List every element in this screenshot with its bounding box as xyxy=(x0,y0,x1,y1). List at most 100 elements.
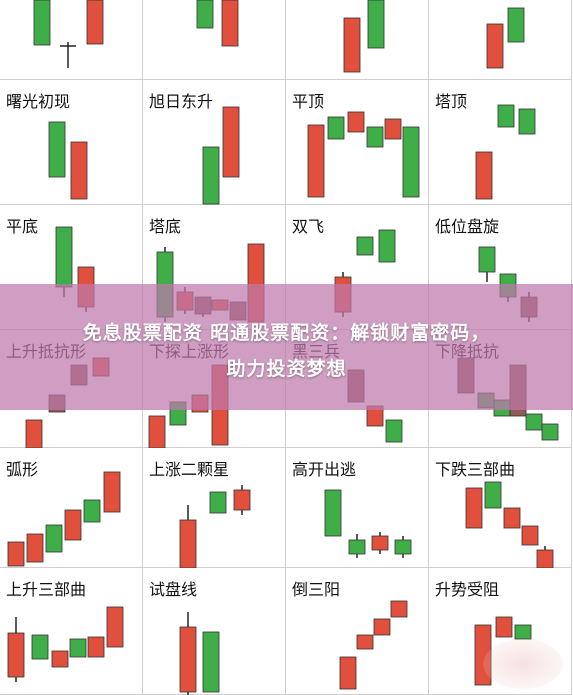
candle-body xyxy=(233,489,251,511)
pattern-cell: 平顶 xyxy=(286,80,429,205)
candle-body xyxy=(367,0,385,49)
candle-body xyxy=(324,489,342,537)
candle-body xyxy=(106,606,124,648)
candle-body xyxy=(196,0,214,29)
candle-body xyxy=(343,17,361,73)
pattern-label: 塔顶 xyxy=(435,92,468,111)
candle-body xyxy=(366,126,384,148)
candle-body xyxy=(55,226,73,288)
candles xyxy=(475,104,536,200)
candles xyxy=(486,7,525,69)
candles xyxy=(196,0,239,47)
candle-body xyxy=(86,0,104,45)
pattern-cell xyxy=(286,0,429,80)
candle-body xyxy=(33,0,51,46)
pattern-cell xyxy=(429,0,572,80)
candle-body xyxy=(394,539,412,555)
pattern-cell: 试盘线 xyxy=(143,568,286,695)
overlay-banner: 免息股票配资 昭通股票配资：解锁财富密码， 助力投资梦想 xyxy=(0,284,573,410)
candle-body xyxy=(465,487,483,529)
candle-body xyxy=(51,650,69,668)
candles xyxy=(179,612,220,695)
candle-body xyxy=(356,634,374,650)
candle-body xyxy=(371,535,389,551)
candle-body xyxy=(48,121,66,178)
pattern-cell xyxy=(143,0,286,80)
candle-body xyxy=(25,419,43,448)
candle-body xyxy=(45,524,63,553)
pattern-cell: 塔顶 xyxy=(429,80,572,205)
candle-body xyxy=(518,108,536,135)
candle-body xyxy=(64,509,82,541)
candle-body xyxy=(222,106,240,178)
pattern-label: 上涨二颗星 xyxy=(149,460,230,479)
pattern-label: 塔底 xyxy=(149,217,182,236)
candles xyxy=(202,106,240,205)
candle-body xyxy=(384,118,402,140)
candles xyxy=(324,489,412,558)
banner-title-line2: 助力投资梦想 xyxy=(226,358,347,380)
candle-body xyxy=(525,413,543,431)
candle-body xyxy=(402,126,420,198)
candle-body xyxy=(503,507,521,529)
candle-body xyxy=(83,499,101,523)
pattern-cell: 高开出逃 xyxy=(286,448,429,568)
candle-body xyxy=(373,618,391,636)
pattern-label: 低位盘旋 xyxy=(435,217,500,236)
pattern-label: 倒三阳 xyxy=(292,580,341,599)
pattern-cell: 旭日东升 xyxy=(143,80,286,205)
candle-body xyxy=(103,471,121,513)
pattern-label: 平底 xyxy=(6,217,39,236)
candle-body xyxy=(478,246,496,273)
candle-body xyxy=(385,419,403,443)
pattern-cell: 下跌三部曲 xyxy=(429,448,572,568)
pattern-label: 弧形 xyxy=(6,460,39,479)
pattern-label: 下跌三部曲 xyxy=(435,460,516,479)
candle-body xyxy=(179,626,197,693)
candle-body xyxy=(521,525,539,546)
pattern-cell: 上涨二颗星 xyxy=(143,448,286,568)
candle-body xyxy=(31,634,49,660)
watermark-logo xyxy=(483,639,563,689)
candle-body xyxy=(475,151,493,200)
pattern-label: 旭日东升 xyxy=(149,92,214,111)
pattern-label: 高开出逃 xyxy=(292,460,357,479)
candle-body xyxy=(484,481,502,509)
pattern-label: 升势受阻 xyxy=(435,580,500,599)
candle-body xyxy=(221,0,239,47)
candle-body xyxy=(148,415,166,448)
candle-body xyxy=(356,236,374,256)
candle-body xyxy=(497,104,515,128)
candle-body xyxy=(69,638,87,658)
candle-body xyxy=(348,539,366,555)
candle-body xyxy=(209,491,227,514)
candle-body xyxy=(339,656,357,690)
candles xyxy=(7,606,124,682)
candle-body xyxy=(541,423,559,441)
candles xyxy=(339,600,408,690)
candle-body xyxy=(327,116,345,140)
candle-body xyxy=(495,616,513,638)
pattern-label: 试盘线 xyxy=(149,580,198,599)
candle-body xyxy=(390,600,408,618)
candles xyxy=(48,121,88,200)
banner-title-line1: 免息股票配资 昭通股票配资：解锁财富密码， xyxy=(82,322,491,344)
pattern-cell: 曙光初现 xyxy=(0,80,143,205)
candle-body xyxy=(202,631,220,693)
candle-body xyxy=(486,23,504,69)
candle-body xyxy=(7,541,25,567)
pattern-label: 上升三部曲 xyxy=(6,580,87,599)
candle-body xyxy=(7,632,25,678)
candles xyxy=(307,111,420,198)
candle-body xyxy=(179,519,197,568)
candles xyxy=(179,485,251,568)
candle-body xyxy=(307,124,325,198)
candle-body xyxy=(26,533,44,563)
candle-body xyxy=(507,7,525,43)
candle-body xyxy=(536,549,554,568)
candle-body xyxy=(70,141,88,200)
pattern-label: 平顶 xyxy=(292,92,325,111)
candle-body xyxy=(514,624,532,640)
candles xyxy=(343,0,385,73)
pattern-cell: 上升三部曲 xyxy=(0,568,143,695)
